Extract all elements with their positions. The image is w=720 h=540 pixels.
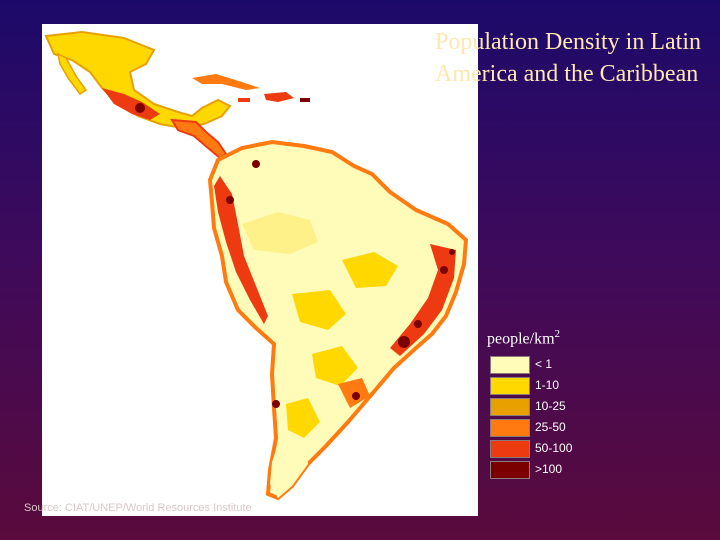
legend-swatch [490, 398, 530, 416]
legend-swatch [490, 461, 530, 479]
central-america-region [170, 118, 228, 160]
legend-label: < 1 [535, 357, 553, 371]
map-svg [44, 30, 469, 501]
legend-unit-label: people/km2 [487, 328, 560, 348]
legend-swatch [490, 419, 530, 437]
population-density-map [42, 24, 478, 516]
cuba [192, 74, 260, 90]
puerto-rico [300, 98, 310, 102]
page-title: Population Density in Latin America and … [435, 29, 701, 87]
brazil-coast-dense [390, 244, 456, 356]
legend-label: 10-25 [535, 399, 566, 413]
source-caption: Source: CIAT/UNEP/World Resources Instit… [24, 502, 252, 514]
jamaica [238, 98, 250, 102]
mexico-dense-zone [102, 88, 160, 120]
legend-label: 50-100 [535, 441, 573, 455]
amazon-patch [242, 212, 318, 254]
legend-swatch [490, 440, 530, 458]
andes-dense-strip [214, 176, 268, 324]
patagonia-region [270, 440, 308, 498]
legend-unit-text: people/km [487, 330, 555, 348]
legend-label: 25-50 [535, 420, 566, 434]
legend-unit-superscript: 2 [554, 328, 561, 340]
legend-label: >100 [535, 462, 563, 476]
hispaniola [264, 92, 294, 102]
legend-label: 1-10 [535, 378, 560, 392]
legend-swatch [490, 356, 530, 374]
mexico-region [44, 30, 232, 130]
legend-swatch [490, 377, 530, 395]
baja-california [56, 52, 88, 96]
